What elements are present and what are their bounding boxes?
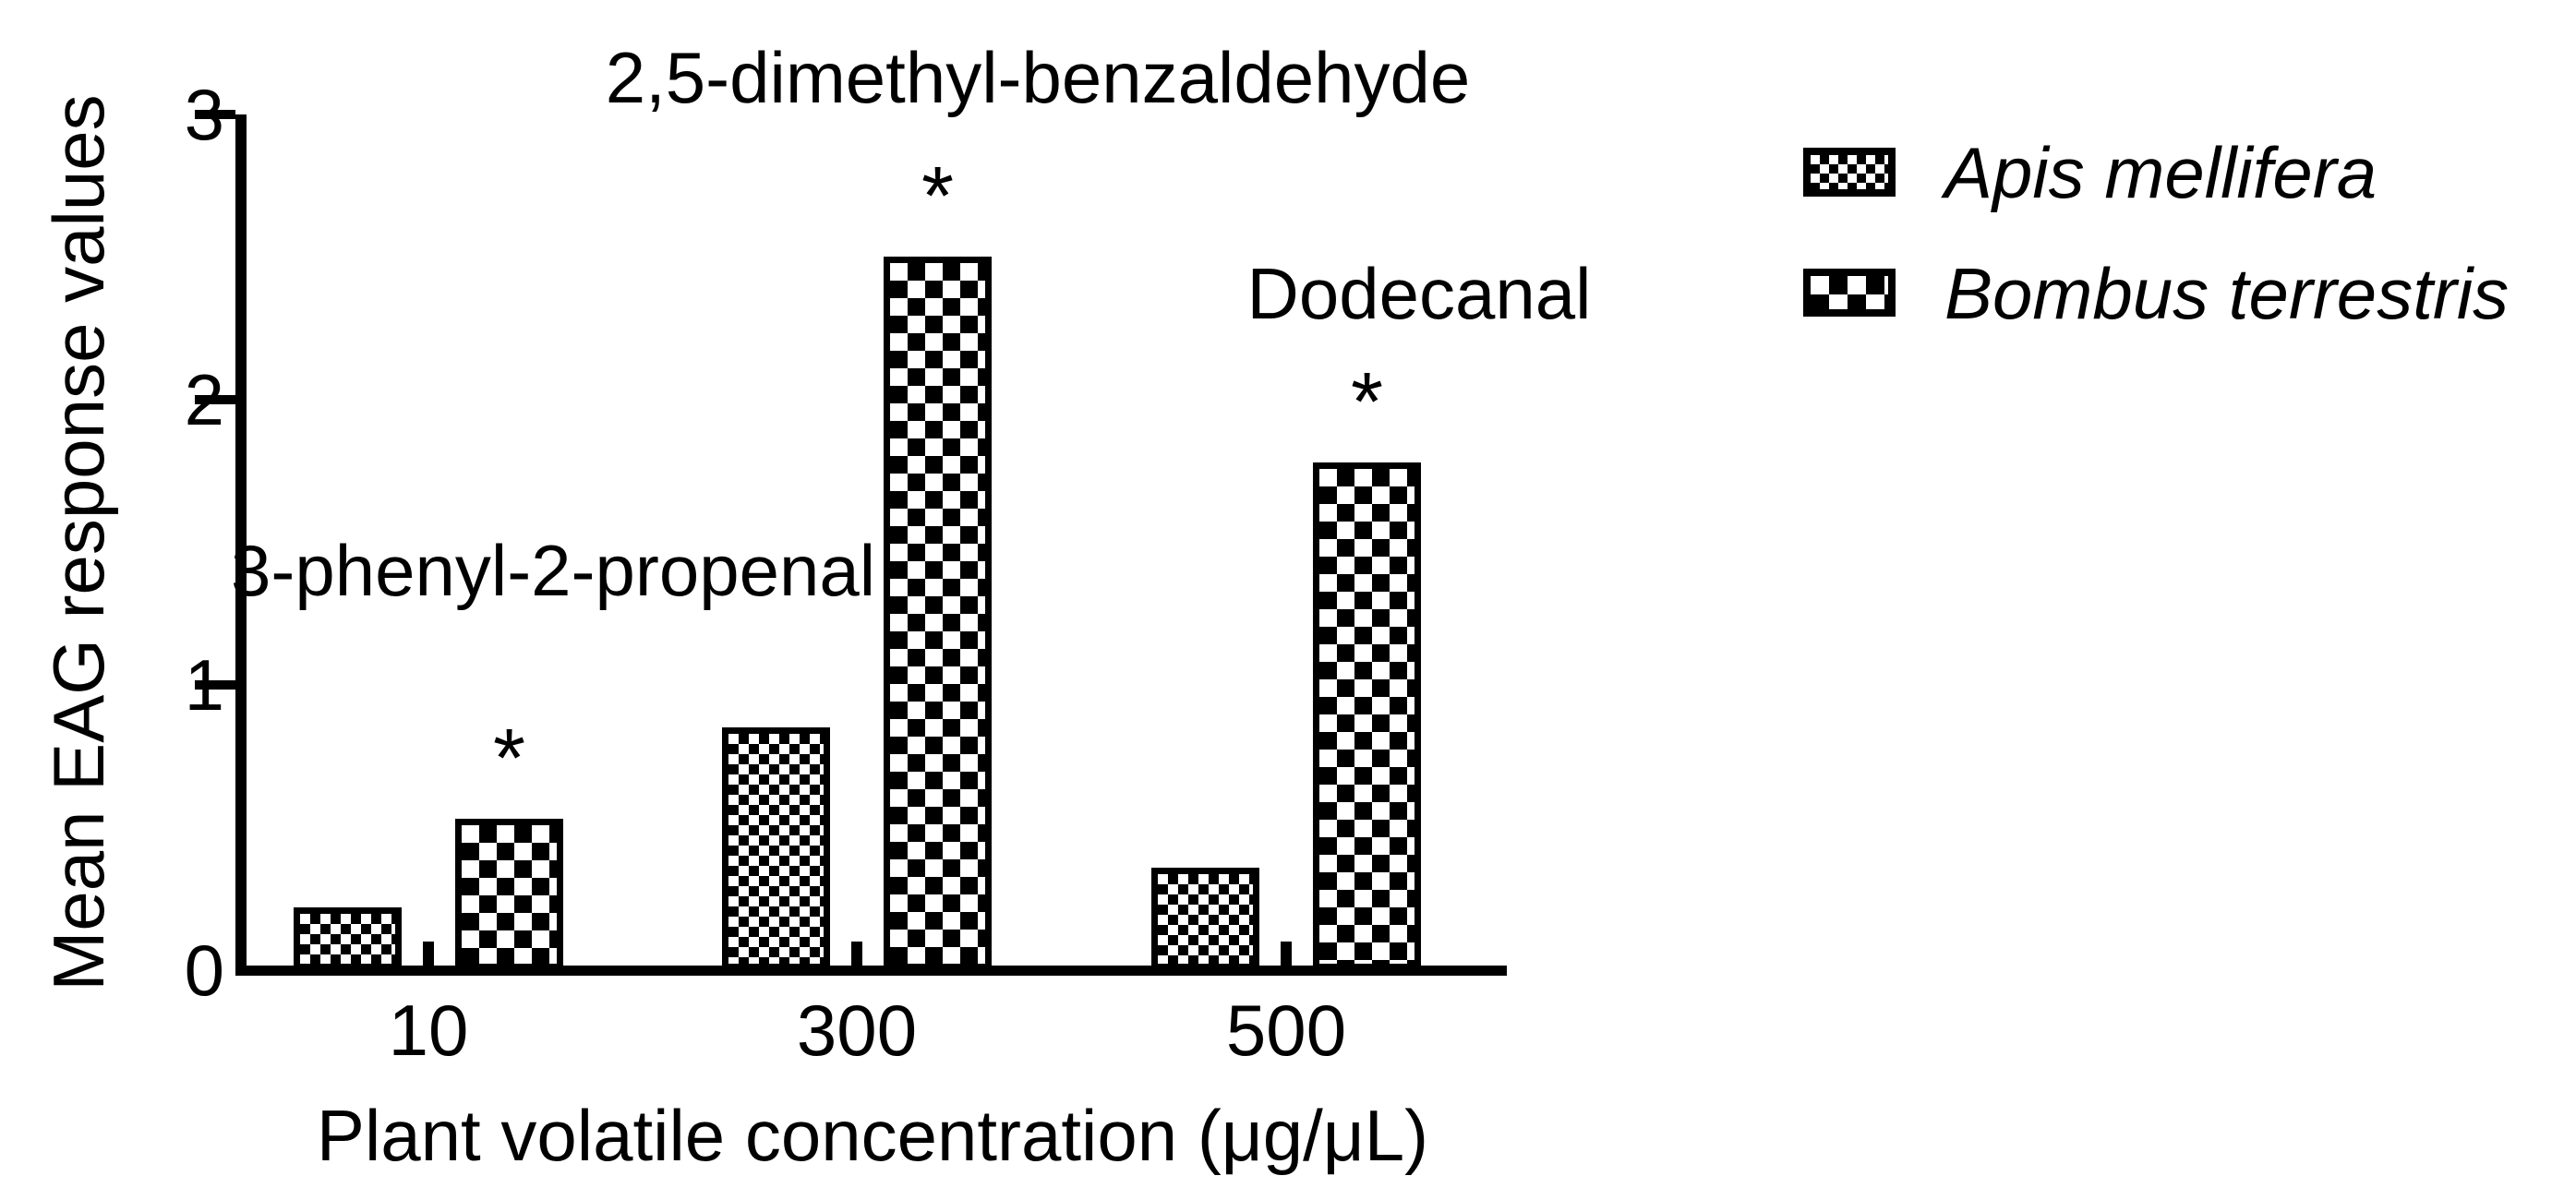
annotation-dodecanal: Dodecanal (1246, 253, 1592, 334)
x-tick-label-10: 10 (388, 990, 469, 1071)
y-tick-label-1: 1 (184, 644, 224, 726)
significance-star-300: * (921, 150, 955, 243)
y-tick-2 (195, 395, 235, 404)
x-tick-300 (851, 942, 862, 966)
bar-bombus-terrestris-10 (455, 819, 563, 970)
y-tick-3 (195, 110, 235, 119)
x-tick-label-300: 300 (796, 990, 918, 1071)
significance-star-10: * (492, 713, 526, 805)
x-tick-label-500: 500 (1225, 990, 1347, 1071)
coarse-checkerboard-icon (1803, 269, 1896, 317)
bar-bombus-terrestris-300 (884, 257, 992, 970)
y-tick-1 (195, 680, 235, 690)
significance-star-500: * (1350, 356, 1384, 449)
y-axis-title: Mean EAG response values (38, 94, 119, 991)
legend-label-apis-mellifera: Apis mellifera (1944, 132, 2377, 213)
y-tick-label-0: 0 (184, 930, 224, 1011)
bar-apis-mellifera-500 (1151, 868, 1259, 970)
fine-checkerboard-icon (1803, 148, 1896, 197)
y-tick-label-3: 3 (184, 74, 224, 155)
bar-bombus-terrestris-500 (1313, 462, 1421, 970)
x-axis-line (235, 966, 1507, 976)
annotation-3-phenyl-2-propenal: 3-phenyl-2-propenal (231, 530, 876, 611)
y-tick-label-2: 2 (184, 359, 224, 440)
x-axis-title: Plant volatile concentration (μg/μL) (316, 1095, 1429, 1176)
x-tick-10 (423, 942, 434, 966)
annotation-2-5-dimethyl-benzaldehyde: 2,5-dimethyl-benzaldehyde (605, 37, 1471, 118)
legend-label-bombus-terrestris: Bombus terrestris (1944, 253, 2510, 334)
y-axis-line (235, 114, 247, 976)
x-tick-500 (1281, 942, 1292, 966)
